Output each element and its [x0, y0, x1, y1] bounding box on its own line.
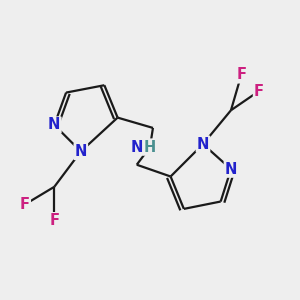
Text: F: F — [49, 213, 59, 228]
Text: F: F — [254, 84, 264, 99]
Text: N: N — [225, 162, 237, 177]
Text: H: H — [144, 140, 156, 154]
Text: N: N — [48, 118, 61, 133]
Text: F: F — [20, 197, 30, 212]
Text: N: N — [130, 140, 143, 154]
Text: N: N — [75, 144, 87, 159]
Text: F: F — [236, 68, 246, 82]
Text: N: N — [197, 136, 209, 152]
